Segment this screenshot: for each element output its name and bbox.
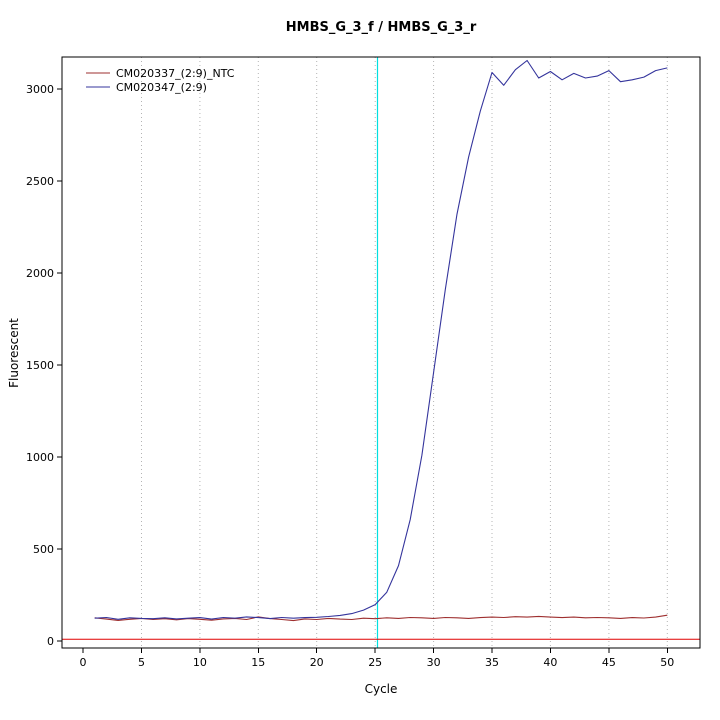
x-axis-label: Cycle	[364, 682, 398, 696]
y-tick-label: 0	[47, 635, 54, 648]
series-line-0	[94, 614, 668, 622]
x-tick-label: 20	[310, 656, 324, 669]
plot-border	[61, 56, 701, 649]
y-tick-label: 2000	[26, 267, 54, 280]
y-tick-label: 1500	[26, 359, 54, 372]
legend-label: CM020347_(2:9)	[116, 81, 207, 94]
y-axis: 0 500 1000 1500 2000 2500 3000	[26, 83, 62, 648]
x-tick-label: 35	[485, 656, 499, 669]
x-tick-label: 10	[193, 656, 207, 669]
x-tick-label: 25	[368, 656, 382, 669]
x-tick-label: 30	[427, 656, 441, 669]
x-tick-label: 0	[80, 656, 87, 669]
chart-title: HMBS_G_3_f / HMBS_G_3_r	[285, 20, 477, 35]
y-tick-label: 1000	[26, 451, 54, 464]
x-tick-label: 5	[138, 656, 145, 669]
y-tick-label: 2500	[26, 175, 54, 188]
x-tick-label: 15	[251, 656, 265, 669]
y-tick-label: 3000	[26, 83, 54, 96]
y-tick-label: 500	[33, 543, 54, 556]
x-tick-label: 45	[602, 656, 616, 669]
x-axis: 0 5 10 15 20 25 30 35 40 45 50	[80, 648, 674, 669]
plot-grid	[141, 57, 668, 648]
legend-label: CM020337_(2:9)_NTC	[116, 67, 235, 80]
x-tick-label: 40	[543, 656, 557, 669]
x-tick-label: 50	[660, 656, 674, 669]
series-line-1	[94, 59, 668, 620]
